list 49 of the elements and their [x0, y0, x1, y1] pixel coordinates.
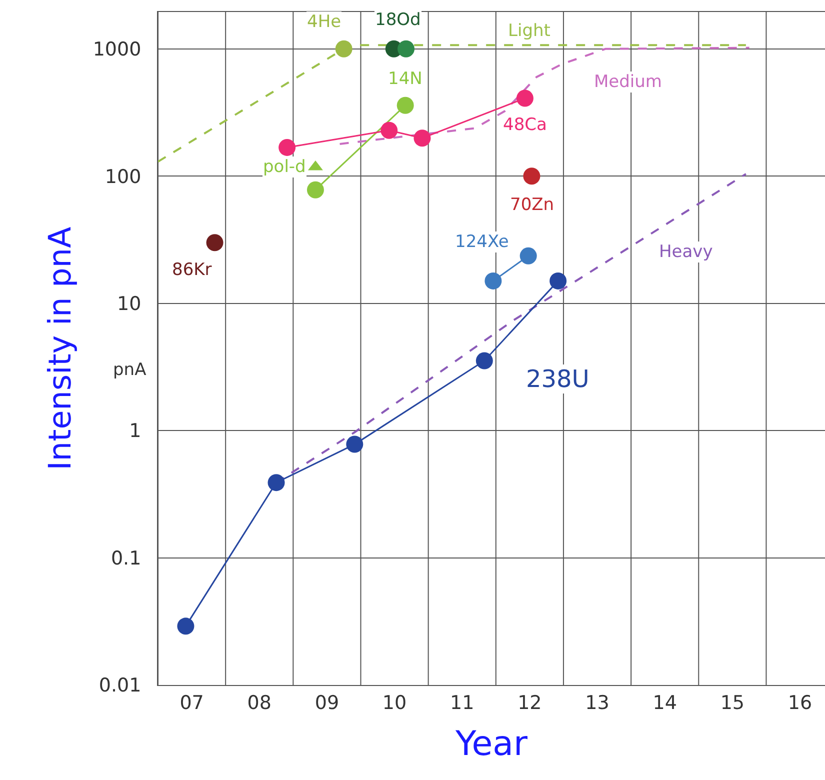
- x-tick-label: 15: [720, 692, 745, 714]
- x-tick-label: 14: [652, 692, 677, 714]
- series-label: 70Zn: [510, 195, 554, 215]
- point: [484, 272, 502, 290]
- y-tick-label: 1000: [92, 38, 142, 61]
- point: [306, 181, 324, 198]
- series-label: pol-d: [263, 157, 306, 177]
- y-tick-label: 10: [117, 292, 142, 315]
- point: [550, 272, 567, 290]
- series-label: 86Kr: [172, 260, 212, 280]
- point: [206, 234, 224, 252]
- point: [523, 168, 540, 185]
- series-label: Heavy: [659, 242, 713, 262]
- series-label: 14N: [388, 69, 422, 89]
- y-tick-label: 1: [129, 420, 142, 442]
- x-tick-label: 11: [450, 692, 474, 714]
- point: [346, 436, 364, 453]
- x-axis-title: Year: [454, 724, 528, 764]
- point: [335, 40, 352, 58]
- x-tick-label: 16: [788, 692, 812, 714]
- series-label: 124Xe: [455, 232, 509, 252]
- x-tick-label: 09: [314, 692, 340, 714]
- x-tick-label: 07: [180, 692, 204, 714]
- y-tick-label: 100: [104, 166, 142, 188]
- x-tick-label: 12: [518, 692, 542, 714]
- y-axis-title: Intensity in pnA: [42, 226, 78, 470]
- series-label: 4He: [307, 12, 342, 32]
- point: [414, 130, 431, 147]
- series-label: 18Od: [375, 10, 421, 30]
- series-label: Medium: [594, 72, 662, 92]
- x-tick-label: 10: [382, 692, 407, 714]
- point: [520, 247, 537, 264]
- point: [398, 40, 415, 58]
- point: [516, 90, 534, 107]
- series-label: 48Ca: [503, 115, 547, 135]
- y-tick-label: 0.01: [98, 674, 142, 697]
- point: [476, 352, 493, 370]
- x-tick-label: 13: [585, 692, 610, 714]
- y-tick-label: 0.1: [110, 547, 142, 570]
- point: [268, 474, 285, 492]
- text: pnA: [113, 360, 147, 380]
- point: [278, 138, 296, 156]
- line-series: [338, 46, 750, 145]
- x-tick-label: 08: [247, 692, 272, 714]
- point: [380, 122, 398, 139]
- point: [177, 618, 194, 635]
- point: [396, 96, 414, 114]
- series-label: 238U: [526, 365, 590, 393]
- series-label: Light: [508, 21, 551, 41]
